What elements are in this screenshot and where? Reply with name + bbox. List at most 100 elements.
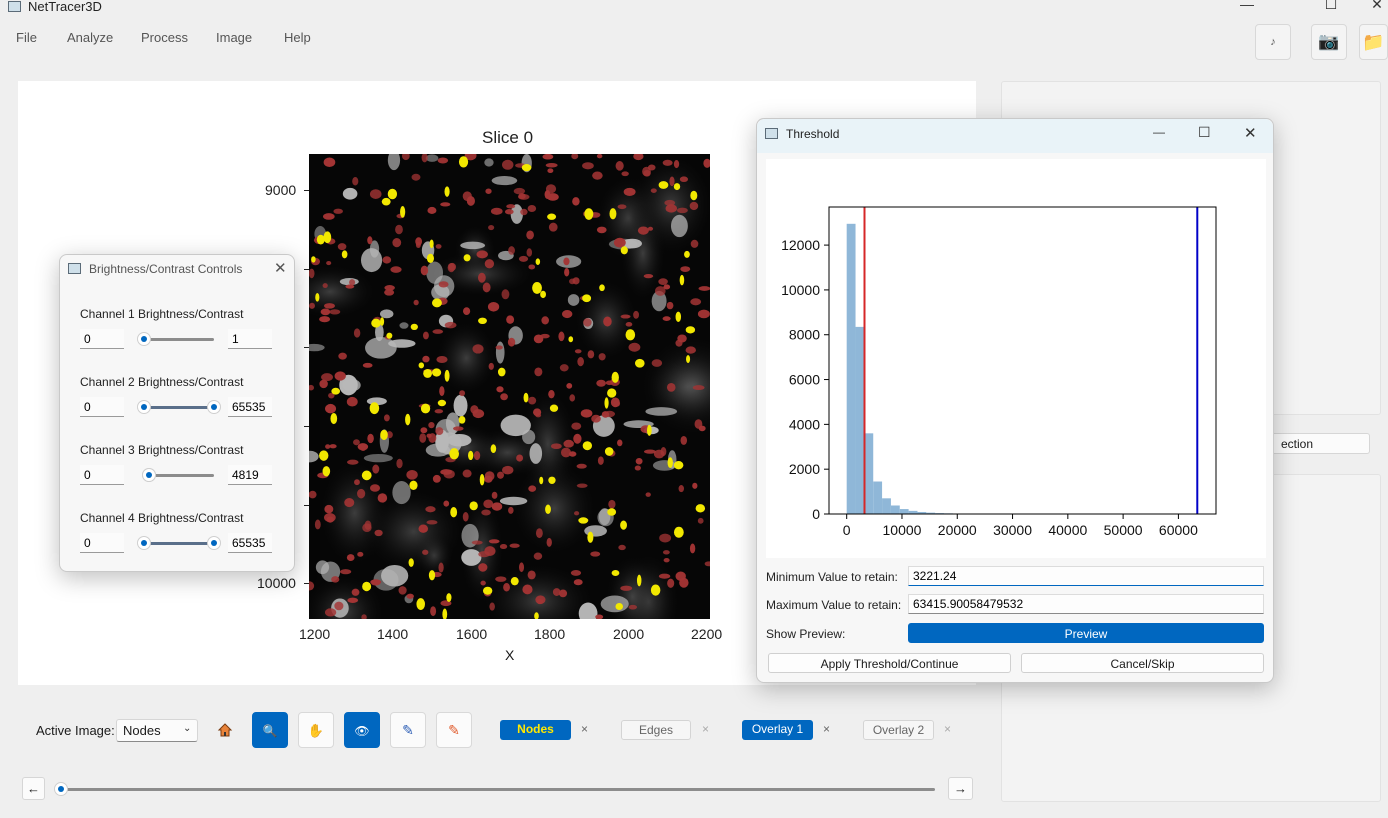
red-nucleus [534, 367, 543, 377]
red-nucleus [637, 226, 649, 235]
channel-slider-low-knob[interactable] [137, 400, 151, 414]
apply-threshold-button[interactable]: Apply Threshold/Continue [768, 653, 1011, 673]
red-nucleus [591, 414, 601, 423]
chip-overlay-1[interactable]: Overlay 1 [742, 720, 813, 740]
red-nucleus [420, 427, 428, 434]
red-nucleus [390, 266, 402, 273]
yellow-node [690, 190, 698, 201]
x-tick-1400: 1400 [377, 626, 409, 642]
channel-min-input[interactable] [80, 397, 124, 417]
hand-icon: ✋ [307, 723, 325, 738]
red-nucleus [472, 409, 485, 419]
red-nucleus [326, 516, 334, 523]
channel-slider-track[interactable] [144, 474, 214, 477]
menu-help[interactable]: Help [284, 30, 311, 45]
chip-overlay-2-close[interactable]: × [944, 722, 952, 736]
red-nucleus [377, 493, 388, 503]
chip-nodes-close[interactable]: × [581, 722, 589, 736]
red-nucleus [573, 433, 582, 444]
channel-min-input[interactable] [80, 533, 124, 553]
red-nucleus [690, 298, 702, 306]
channel-slider-low-knob[interactable] [137, 536, 151, 550]
yellow-node [444, 186, 450, 197]
menu-image[interactable]: Image [216, 30, 253, 45]
yellow-node [549, 404, 559, 412]
yellow-node [578, 517, 589, 524]
channel-max-input[interactable] [228, 397, 272, 417]
channel-max-input[interactable] [228, 465, 272, 485]
highlight-button[interactable]: 👁 [344, 712, 380, 748]
pan-button[interactable]: ✋ [298, 712, 334, 748]
yellow-node [607, 508, 617, 516]
channel-slider-high-knob[interactable] [141, 468, 156, 482]
red-nucleus [482, 282, 491, 293]
menu-process[interactable]: Process [141, 30, 188, 45]
folder-button[interactable]: 📁 [1359, 24, 1388, 60]
chip-nodes[interactable]: Nodes [500, 720, 571, 740]
max-value-input[interactable] [908, 594, 1264, 614]
channel-slider-high-knob[interactable] [207, 400, 221, 414]
red-nucleus [680, 435, 688, 445]
channel-slider-track[interactable] [144, 338, 214, 341]
slice-slider-track[interactable] [61, 788, 935, 791]
red-nucleus [506, 315, 515, 324]
right-panel-button[interactable]: ection [1260, 433, 1370, 454]
yellow-node [316, 234, 325, 245]
chip-edges-close[interactable]: × [702, 722, 710, 736]
red-nucleus [340, 569, 352, 575]
slice-next-button[interactable]: → [948, 777, 973, 800]
menu-file[interactable]: File [16, 30, 37, 45]
maximize-button[interactable]: ☐ [1324, 0, 1338, 12]
min-value-label: Minimum Value to retain: [766, 570, 898, 584]
chip-overlay-1-close[interactable]: × [823, 722, 831, 736]
zoom-button[interactable]: 🔍 [252, 712, 288, 748]
red-nucleus [698, 425, 706, 432]
close-icon[interactable]: ✕ [274, 260, 287, 277]
channel-slider-low-knob[interactable] [137, 332, 151, 346]
y-tick-mark [304, 190, 309, 191]
preview-button[interactable]: Preview [908, 623, 1264, 643]
cancel-skip-button[interactable]: Cancel/Skip [1021, 653, 1264, 673]
menu-analyze[interactable]: Analyze [67, 30, 114, 45]
music-button[interactable]: ♪ [1255, 24, 1291, 60]
red-nucleus [411, 173, 421, 181]
red-nucleus [309, 384, 314, 391]
minimize-icon[interactable]: — [1153, 125, 1165, 139]
red-nucleus [536, 599, 544, 605]
close-icon[interactable]: ✕ [1244, 125, 1257, 142]
red-nucleus [666, 383, 676, 392]
microscopy-image[interactable] [309, 154, 710, 619]
channel-max-input[interactable] [228, 533, 272, 553]
slice-slider-knob[interactable] [54, 782, 68, 796]
close-button[interactable]: ✕ [1371, 0, 1383, 12]
min-value-input[interactable] [908, 566, 1264, 586]
home-button[interactable] [217, 722, 233, 738]
channel-min-input[interactable] [80, 329, 124, 349]
pencil-button[interactable]: ✎ [436, 712, 472, 748]
active-image-select[interactable]: Nodes ⌄ [116, 719, 198, 742]
pen-button[interactable]: ✎ [390, 712, 426, 748]
chip-edges[interactable]: Edges [621, 720, 691, 740]
red-nucleus [685, 346, 696, 354]
red-nucleus [333, 208, 343, 214]
dialog-app-icon [765, 128, 778, 139]
slice-prev-button[interactable]: ← [22, 777, 45, 800]
yellow-node [319, 450, 329, 461]
red-nucleus [325, 444, 331, 449]
red-nucleus [692, 385, 705, 391]
red-nucleus [518, 255, 529, 262]
chip-overlay-2[interactable]: Overlay 2 [863, 720, 934, 740]
red-nucleus [513, 187, 526, 195]
red-nucleus [491, 502, 503, 511]
minimize-button[interactable]: — [1240, 0, 1254, 12]
red-nucleus [504, 209, 514, 215]
channel-slider-high-knob[interactable] [207, 536, 221, 550]
red-nucleus [319, 379, 328, 389]
channel-min-input[interactable] [80, 465, 124, 485]
yellow-node [437, 399, 447, 407]
camera-button[interactable]: 📷 [1311, 24, 1347, 60]
histogram-bar [926, 512, 936, 514]
maximize-icon[interactable]: ☐ [1198, 124, 1211, 140]
red-nucleus [435, 244, 442, 249]
channel-max-input[interactable] [228, 329, 272, 349]
